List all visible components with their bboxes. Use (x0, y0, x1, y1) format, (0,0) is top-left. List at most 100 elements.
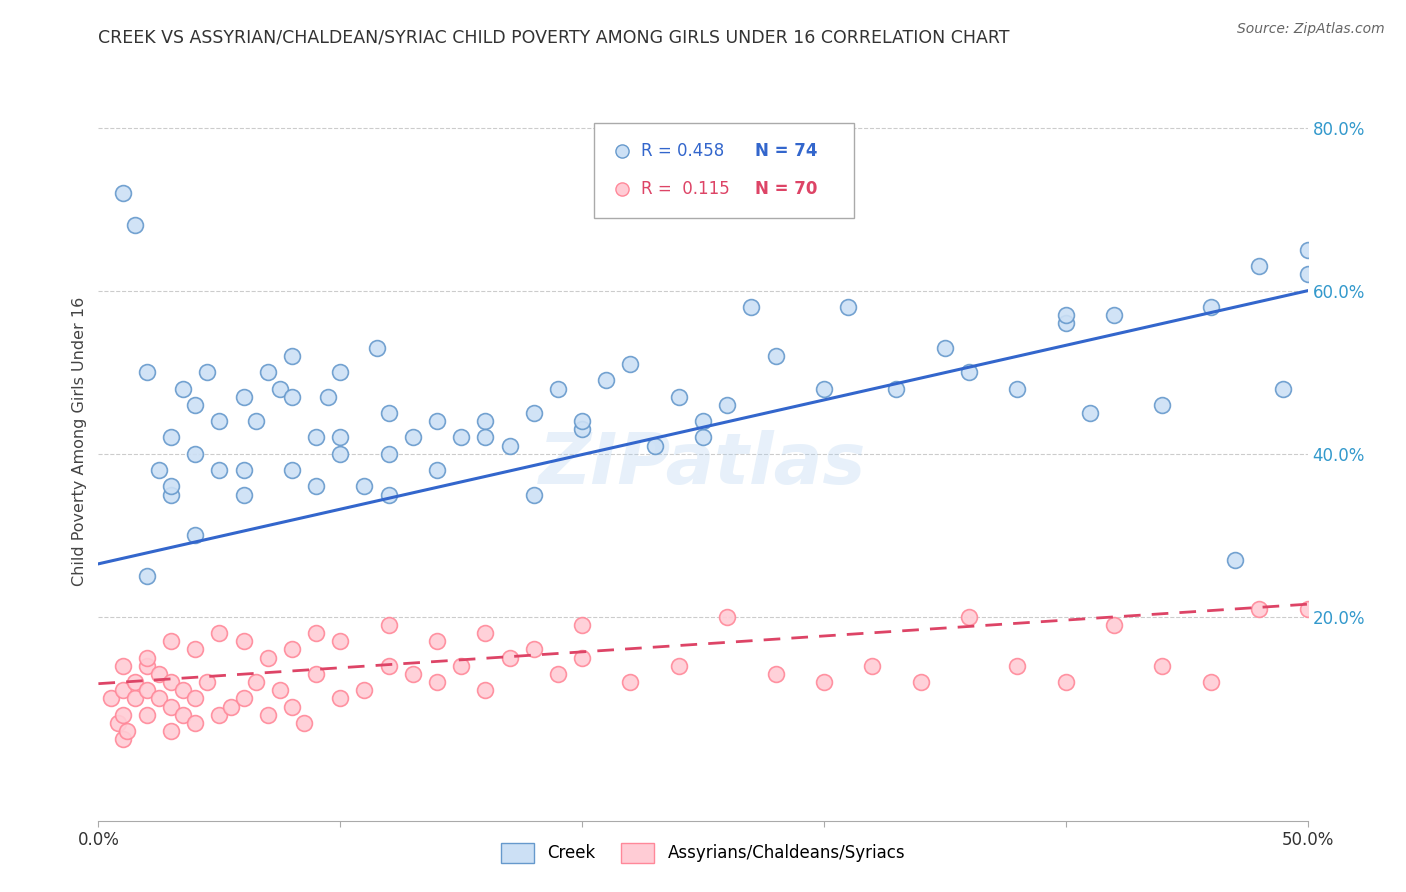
Point (160, 634, 183, 648)
Point (1152, 658, 1174, 673)
Point (547, 382, 569, 396)
Point (498, 650, 520, 665)
Point (377, 447, 399, 461)
Point (111, 658, 134, 673)
Text: R =  0.115: R = 0.115 (641, 180, 730, 198)
Point (716, 398, 738, 412)
Point (160, 487, 183, 501)
Point (232, 634, 254, 648)
Point (281, 642, 304, 657)
Point (571, 618, 593, 632)
Point (474, 683, 496, 698)
Point (668, 390, 690, 404)
Point (232, 463, 254, 477)
Point (281, 699, 304, 714)
Point (1135, 94, 1157, 108)
FancyBboxPatch shape (595, 123, 855, 218)
Point (1054, 308, 1077, 322)
Point (426, 463, 449, 477)
Point (619, 675, 641, 690)
Point (329, 447, 352, 461)
Point (426, 414, 449, 428)
Point (269, 683, 291, 698)
Point (426, 675, 449, 690)
Point (124, 675, 146, 690)
Point (208, 414, 231, 428)
Point (426, 634, 449, 648)
Point (1199, 300, 1222, 314)
Point (716, 610, 738, 624)
Point (692, 414, 714, 428)
Point (366, 341, 388, 355)
Point (148, 691, 170, 706)
Point (111, 707, 134, 722)
Point (232, 691, 254, 706)
Point (765, 666, 787, 681)
Point (160, 723, 183, 738)
Point (184, 715, 207, 730)
Point (1296, 268, 1319, 282)
Point (765, 349, 787, 363)
Point (305, 479, 328, 493)
Point (402, 430, 425, 444)
Point (160, 479, 183, 493)
Point (208, 626, 231, 640)
Point (1054, 316, 1077, 330)
Point (1102, 618, 1125, 632)
Point (256, 650, 278, 665)
Point (740, 300, 762, 314)
Point (886, 382, 908, 396)
Point (402, 666, 425, 681)
Point (353, 683, 375, 698)
Text: ZIPatlas: ZIPatlas (540, 430, 866, 499)
Point (934, 341, 956, 355)
Point (135, 365, 157, 379)
Text: Source: ZipAtlas.com: Source: ZipAtlas.com (1237, 22, 1385, 37)
Point (1296, 243, 1319, 257)
Point (160, 699, 183, 714)
Point (523, 487, 546, 501)
Point (281, 390, 304, 404)
Point (160, 430, 183, 444)
Point (135, 658, 157, 673)
Legend: Creek, Assyrians/Chaldeans/Syriacs: Creek, Assyrians/Chaldeans/Syriacs (495, 837, 911, 869)
Point (474, 430, 496, 444)
Point (305, 430, 328, 444)
Point (644, 439, 666, 453)
Point (910, 675, 932, 690)
Point (124, 219, 146, 233)
Point (1152, 398, 1174, 412)
Point (1249, 601, 1271, 615)
Point (316, 390, 339, 404)
Point (1199, 675, 1222, 690)
Point (148, 666, 170, 681)
Point (523, 642, 546, 657)
Point (571, 414, 593, 428)
Point (595, 373, 617, 387)
Point (100, 691, 122, 706)
Point (172, 382, 194, 396)
Point (1223, 553, 1246, 567)
Point (160, 675, 183, 690)
Point (292, 715, 315, 730)
Y-axis label: Child Poverty Among Girls Under 16: Child Poverty Among Girls Under 16 (72, 297, 87, 586)
Point (1007, 658, 1029, 673)
Point (329, 691, 352, 706)
Point (195, 365, 218, 379)
Text: CREEK VS ASSYRIAN/CHALDEAN/SYRIAC CHILD POVERTY AMONG GIRLS UNDER 16 CORRELATION: CREEK VS ASSYRIAN/CHALDEAN/SYRIAC CHILD … (98, 29, 1010, 47)
Point (305, 626, 328, 640)
Point (281, 463, 304, 477)
Point (111, 683, 134, 698)
Point (329, 430, 352, 444)
Text: N = 70: N = 70 (755, 180, 817, 198)
Point (221, 699, 243, 714)
Point (281, 349, 304, 363)
Point (474, 626, 496, 640)
Point (1102, 308, 1125, 322)
Point (1054, 675, 1077, 690)
Point (957, 610, 980, 624)
Point (256, 707, 278, 722)
Point (523, 406, 546, 420)
Point (195, 675, 218, 690)
Point (1135, 53, 1157, 67)
